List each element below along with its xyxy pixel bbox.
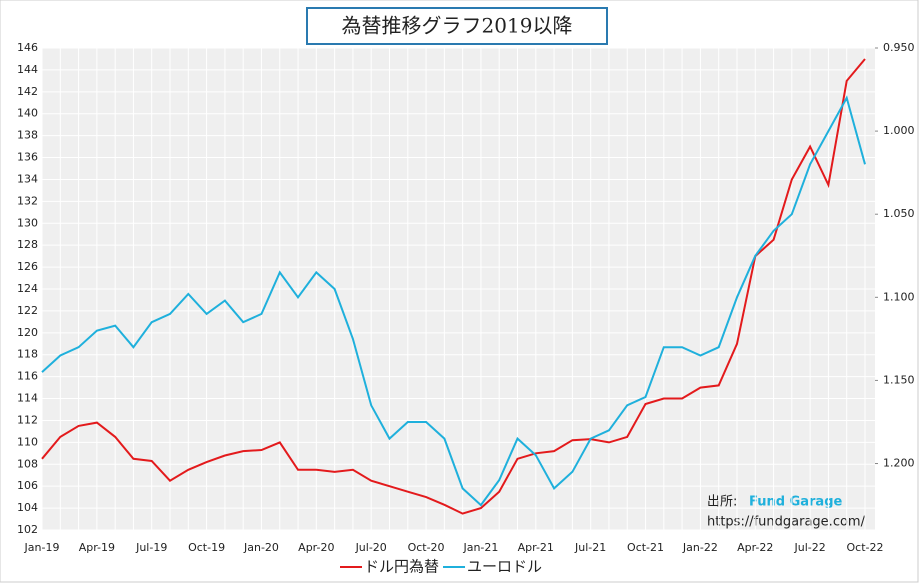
y-tick-label: 106 [17, 479, 38, 492]
x-tick-label: Apr-21 [518, 541, 554, 554]
series-line [41, 95, 866, 507]
y2-tick-label: 1.050 [883, 207, 915, 220]
y-tick-label: 146 [17, 41, 38, 54]
y2-tick-label: 1.200 [883, 457, 915, 470]
y-tick-label: 124 [17, 282, 38, 295]
y-tick-label: 132 [17, 194, 38, 207]
y2-tick-label: 1.100 [883, 290, 915, 303]
y-tick-label: 114 [17, 392, 38, 405]
source-prefix: 出所: [707, 495, 737, 510]
x-tick-label: Jan-21 [462, 541, 498, 554]
y-tick-label: 110 [17, 435, 38, 448]
y-tick-label: 102 [17, 523, 38, 536]
y2-tick-label: 0.950 [883, 41, 915, 54]
x-tick-label: Apr-22 [737, 541, 773, 554]
y-tick-label: 130 [17, 216, 38, 229]
x-tick-label: Apr-20 [298, 541, 334, 554]
x-tick-label: Oct-20 [408, 541, 445, 554]
y-tick-label: 144 [17, 63, 38, 76]
legend-label: ユーロドル [467, 558, 542, 576]
x-tick-label: Jul-19 [135, 541, 167, 554]
y-tick-label: 140 [17, 107, 38, 120]
source-url: https://fundgarage.com/ [707, 515, 866, 530]
y2-tick-label: 1.000 [883, 124, 915, 137]
source-name: Fund Garage [749, 495, 843, 510]
y-tick-label: 108 [17, 457, 38, 470]
legend-label: ドル円為替 [364, 558, 439, 576]
y-tick-label: 118 [17, 348, 38, 361]
x-tick-label: Apr-19 [79, 541, 115, 554]
x-tick-label: Jan-20 [243, 541, 279, 554]
y-tick-label: 126 [17, 260, 38, 273]
y-tick-label: 134 [17, 172, 38, 185]
y-tick-label: 136 [17, 151, 38, 164]
y-tick-label: 116 [17, 370, 38, 383]
x-tick-label: Jan-22 [682, 541, 718, 554]
y-tick-label: 138 [17, 129, 38, 142]
x-tick-label: Jan-19 [24, 541, 60, 554]
x-tick-label: Jul-22 [794, 541, 826, 554]
y-tick-label: 142 [17, 85, 38, 98]
y-tick-label: 112 [17, 413, 38, 426]
chart-title: 為替推移グラフ2019以降 [342, 14, 573, 38]
x-tick-label: Oct-19 [188, 541, 225, 554]
title-box [306, 7, 608, 45]
series-line [41, 58, 866, 515]
y-tick-label: 128 [17, 238, 38, 251]
y-tick-label: 122 [17, 304, 38, 317]
y2-tick-label: 1.150 [883, 373, 915, 386]
y-tick-label: 104 [17, 501, 38, 514]
x-tick-label: Jul-21 [574, 541, 606, 554]
x-tick-label: Jul-20 [355, 541, 387, 554]
x-tick-label: Oct-21 [627, 541, 664, 554]
y-tick-label: 120 [17, 326, 38, 339]
x-tick-label: Oct-22 [847, 541, 884, 554]
